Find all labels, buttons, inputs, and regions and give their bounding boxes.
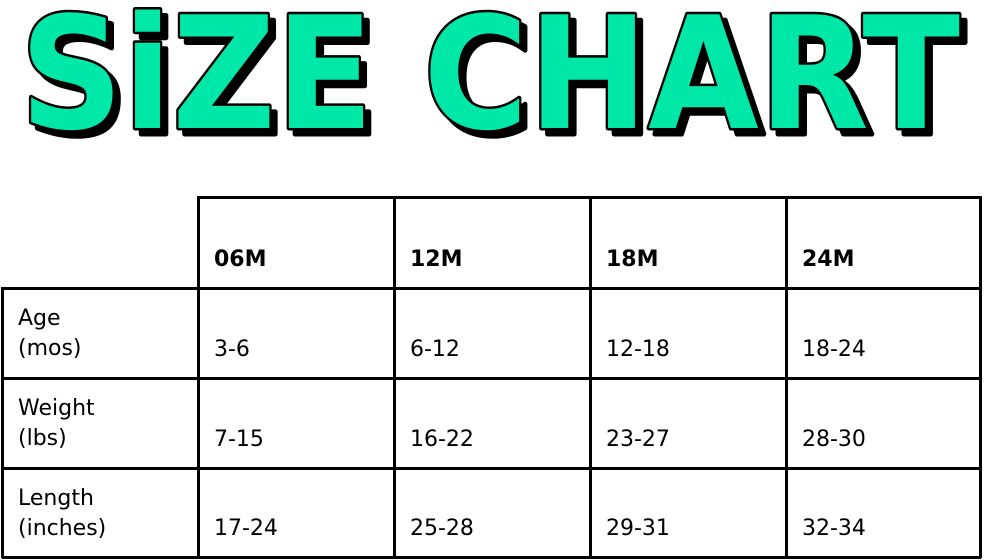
table-cell: 17-24	[198, 468, 394, 557]
grid-line	[2, 556, 981, 559]
cell-value: 28-30	[802, 427, 866, 452]
table-cell: 25-28	[394, 468, 590, 557]
row-label: Length (inches)	[2, 468, 198, 557]
row-label-line1: Age	[18, 306, 61, 331]
grid-line	[2, 467, 981, 470]
cell-value: 25-28	[410, 516, 474, 541]
row-label-line2: (inches)	[18, 516, 107, 541]
column-header: 18M	[590, 197, 786, 288]
cell-value: 3-6	[214, 337, 250, 362]
grid-line	[393, 196, 396, 558]
cell-value: 16-22	[410, 427, 474, 452]
table-cell: 23-27	[590, 378, 786, 468]
column-header: 12M	[394, 197, 590, 288]
column-header-label: 24M	[802, 247, 855, 272]
grid-line	[2, 377, 981, 380]
row-label: Age (mos)	[2, 288, 198, 378]
row-label-line2: (mos)	[18, 336, 82, 361]
grid-line	[2, 287, 981, 290]
column-header-label: 12M	[410, 247, 463, 272]
cell-value: 32-34	[802, 516, 866, 541]
row-label-line2: (lbs)	[18, 426, 67, 451]
cell-value: 12-18	[606, 337, 670, 362]
title-text: SiZE CHART	[20, 0, 960, 150]
grid-line	[1, 287, 4, 558]
cell-value: 6-12	[410, 337, 460, 362]
grid-line	[785, 196, 788, 558]
column-header: 06M	[198, 197, 394, 288]
column-header: 24M	[786, 197, 982, 288]
cell-value: 18-24	[802, 337, 866, 362]
size-chart-title: SiZE CHART	[18, 0, 963, 150]
table-cell: 28-30	[786, 378, 982, 468]
table-cell: 3-6	[198, 288, 394, 378]
table-cell: 29-31	[590, 468, 786, 557]
grid-line	[979, 196, 982, 558]
column-header-label: 18M	[606, 247, 659, 272]
cell-value: 23-27	[606, 427, 670, 452]
cell-value: 7-15	[214, 427, 264, 452]
table-cell: 32-34	[786, 468, 982, 557]
cell-value: 17-24	[214, 516, 278, 541]
grid-line	[589, 196, 592, 558]
table-cell: 18-24	[786, 288, 982, 378]
table-cell: 7-15	[198, 378, 394, 468]
grid-line	[197, 196, 200, 558]
row-label-line1: Weight	[18, 396, 95, 421]
row-label-line1: Length	[18, 486, 94, 511]
column-header-label: 06M	[214, 247, 267, 272]
cell-value: 29-31	[606, 516, 670, 541]
table-cell: 16-22	[394, 378, 590, 468]
row-label: Weight (lbs)	[2, 378, 198, 468]
table-cell: 6-12	[394, 288, 590, 378]
table-cell: 12-18	[590, 288, 786, 378]
